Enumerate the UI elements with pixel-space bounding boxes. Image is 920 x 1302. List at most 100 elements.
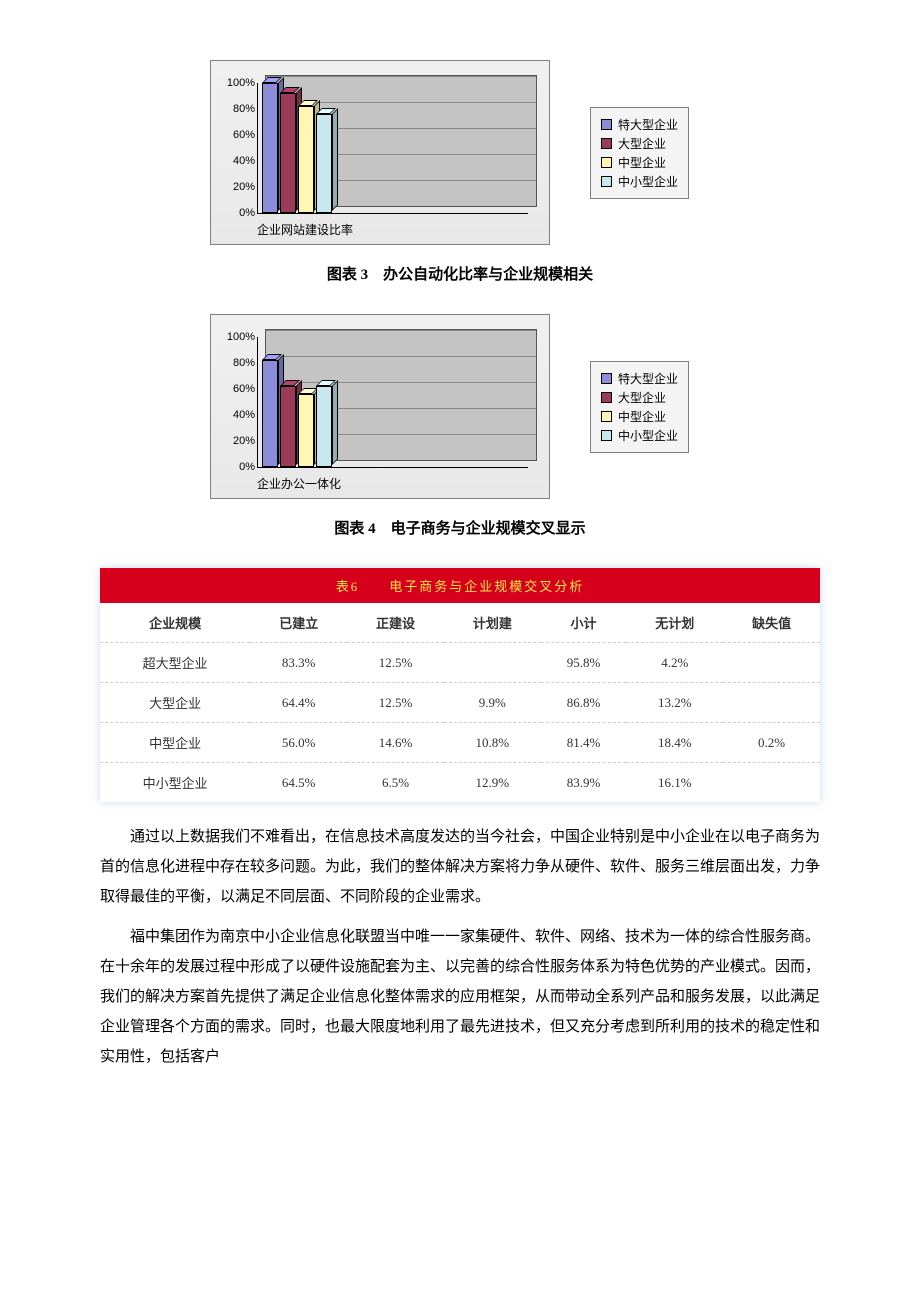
table-header: 表6 电子商务与企业规模交叉分析 (100, 568, 820, 603)
table-body: 超大型企业83.3%12.5% 95.8%4.2%大型企业64.4%12.5%9.… (100, 643, 820, 803)
caption2-text: 电子商务与企业规模交叉显示 (376, 521, 586, 537)
legend-swatch (601, 411, 612, 422)
bar (280, 93, 296, 213)
legend-label: 大型企业 (618, 389, 666, 406)
legend-item: 中小型企业 (601, 427, 678, 444)
chart1-x-label: 企业网站建设比率 (257, 221, 353, 238)
table-cell: 4.2% (626, 643, 723, 683)
legend-item: 中型企业 (601, 154, 678, 171)
caption2-num: 4 (368, 521, 376, 537)
table-cell: 13.2% (626, 683, 723, 723)
y-tick-label: 0% (239, 207, 255, 219)
bar (262, 83, 278, 213)
table-cell: 超大型企业 (100, 643, 250, 683)
legend-label: 特大型企业 (618, 370, 678, 387)
y-tick-label: 100% (227, 331, 255, 343)
table-column-header: 缺失值 (723, 603, 820, 643)
table-column-header: 无计划 (626, 603, 723, 643)
caption-1: 图表 3 办公自动化比率与企业规模相关 (100, 263, 820, 284)
table-cell: 10.8% (444, 723, 541, 763)
table-row: 大型企业64.4%12.5%9.9%86.8%13.2% (100, 683, 820, 723)
table-cell: 0.2% (723, 723, 820, 763)
cross-analysis-table: 表6 电子商务与企业规模交叉分析 企业规模已建立正建设计划建小计无计划缺失值 超… (100, 568, 820, 802)
chart2-legend: 特大型企业大型企业中型企业中小型企业 (590, 361, 689, 453)
bar (316, 114, 332, 213)
table-cell: 16.1% (626, 763, 723, 803)
table-cell: 83.9% (541, 763, 627, 803)
caption2-prefix: 图表 (334, 521, 368, 537)
legend-label: 特大型企业 (618, 116, 678, 133)
table-cell (444, 643, 541, 683)
chart1-row: 0% 20% 40% 60% 80% 100% 企业网站建设比率 特大型企业大型企业中型企… (210, 60, 820, 245)
table-cell: 64.4% (250, 683, 347, 723)
chart2-y-ticks: 0%20%40%60%80%100% (217, 329, 255, 467)
y-tick-label: 60% (233, 383, 255, 395)
y-tick-label: 40% (233, 409, 255, 421)
table-cell: 83.3% (250, 643, 347, 683)
table-cell: 中小型企业 (100, 763, 250, 803)
legend-swatch (601, 138, 612, 149)
table-cell (723, 643, 820, 683)
table-cell: 64.5% (250, 763, 347, 803)
table-cell: 56.0% (250, 723, 347, 763)
table-column-header: 小计 (541, 603, 627, 643)
caption1-text: 办公自动化比率与企业规模相关 (368, 267, 593, 283)
chart1-box: 0% 20% 40% 60% 80% 100% 企业网站建设比率 (210, 60, 550, 245)
y-tick-label: 60% (233, 129, 255, 141)
table-cell: 95.8% (541, 643, 627, 683)
legend-swatch (601, 157, 612, 168)
bar (298, 106, 314, 213)
legend-swatch (601, 430, 612, 441)
legend-label: 中小型企业 (618, 173, 678, 190)
table-cell: 大型企业 (100, 683, 250, 723)
table-cell: 12.5% (347, 643, 444, 683)
table-row: 中小型企业64.5%6.5%12.9%83.9%16.1% (100, 763, 820, 803)
table-cell: 中型企业 (100, 723, 250, 763)
y-tick-label: 80% (233, 357, 255, 369)
legend-item: 中型企业 (601, 408, 678, 425)
legend-item: 大型企业 (601, 135, 678, 152)
chart1-y-ticks: 0%20%40%60%80%100% (217, 75, 255, 213)
bar (298, 394, 314, 467)
table-cell (723, 763, 820, 803)
y-tick-label: 0% (239, 461, 255, 473)
table-cell: 14.6% (347, 723, 444, 763)
chart1-legend: 特大型企业大型企业中型企业中小型企业 (590, 107, 689, 199)
table-cell: 12.9% (444, 763, 541, 803)
table-cell: 12.5% (347, 683, 444, 723)
table-cell: 86.8% (541, 683, 627, 723)
table-cell: 18.4% (626, 723, 723, 763)
table-column-header: 计划建 (444, 603, 541, 643)
table-column-header: 正建设 (347, 603, 444, 643)
legend-label: 中小型企业 (618, 427, 678, 444)
y-tick-label: 80% (233, 103, 255, 115)
table-column-header: 企业规模 (100, 603, 250, 643)
legend-item: 特大型企业 (601, 116, 678, 133)
chart2-box: 0%20%40%60%80%100% 企业办公一体化 (210, 314, 550, 499)
bar (262, 360, 278, 467)
bar (280, 386, 296, 467)
chart2-bars (258, 360, 332, 467)
legend-item: 大型企业 (601, 389, 678, 406)
legend-swatch (601, 119, 612, 130)
table-row: 中型企业56.0%14.6%10.8%81.4%18.4%0.2% (100, 723, 820, 763)
y-tick-label: 20% (233, 181, 255, 193)
document-page: 0%20%40%60%80%100% 企业网站建设比率 特大型企业大型企业中型企… (0, 40, 920, 1082)
bar (316, 386, 332, 467)
chart1-bars (258, 83, 332, 213)
table-cell: 81.4% (541, 723, 627, 763)
table-cell: 6.5% (347, 763, 444, 803)
table-column-header: 已建立 (250, 603, 347, 643)
legend-item: 特大型企业 (601, 370, 678, 387)
legend-label: 中型企业 (618, 408, 666, 425)
y-tick-label: 100% (227, 77, 255, 89)
chart2-row: 0%20%40%60%80%100% 企业办公一体化 特大型企业大型企业中型企业… (210, 314, 820, 499)
chart2-x-label: 企业办公一体化 (257, 475, 341, 492)
table-cell (723, 683, 820, 723)
caption1-prefix: 图表 (327, 267, 361, 283)
y-tick-label: 40% (233, 155, 255, 167)
legend-item: 中小型企业 (601, 173, 678, 190)
table-row: 超大型企业83.3%12.5% 95.8%4.2% (100, 643, 820, 683)
caption1-num: 3 (361, 267, 369, 283)
legend-label: 中型企业 (618, 154, 666, 171)
